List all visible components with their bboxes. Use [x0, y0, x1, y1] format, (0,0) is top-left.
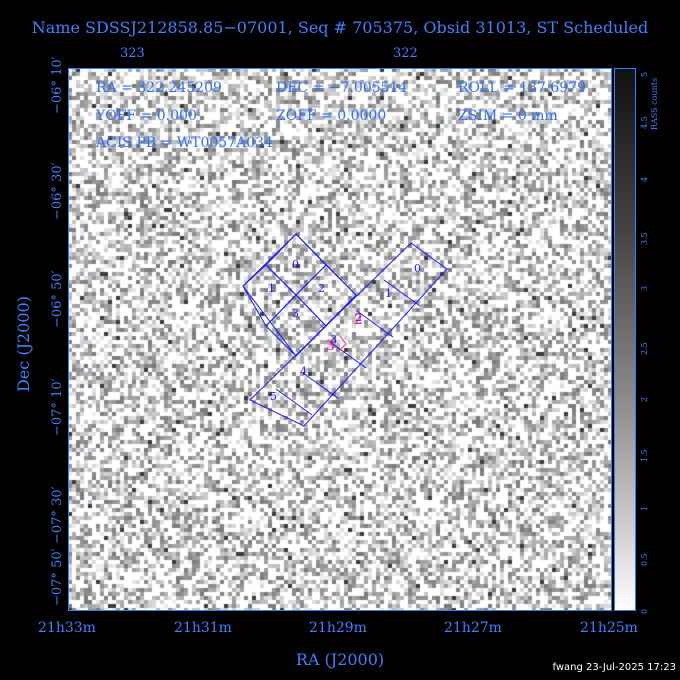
colorbar	[614, 68, 636, 611]
cbar-tick-4.5: 4.5	[640, 116, 649, 129]
acis-s-divider-4	[302, 372, 340, 400]
sky-image-panel[interactable]: 0 1 2 3 0 1 2 3 4 5 2 3	[68, 68, 612, 611]
cbar-tick-1.5: 1.5	[640, 449, 649, 462]
plot-frame	[68, 68, 612, 611]
acis-i-label-0: 0	[292, 258, 299, 271]
top-tick-322: 322	[393, 46, 418, 61]
acis-s-divider-2	[356, 310, 394, 338]
acis-s-label-1: 1	[385, 287, 392, 300]
y-tick-0630: −06° 30′	[50, 162, 65, 220]
acis-s-label-2: 2	[355, 311, 362, 324]
acis-i-label-2: 2	[318, 282, 325, 295]
acis-i-chip-3	[265, 294, 327, 357]
cbar-tick-1: 1	[640, 505, 649, 511]
y-axis-title: Dec (J2000)	[14, 296, 33, 392]
x-tick-21h27m: 21h27m	[444, 620, 502, 636]
info-zsim: ZSIM = 0 mm	[458, 108, 558, 124]
acis-i-label-3: 3	[292, 307, 299, 320]
x-tick-21h29m: 21h29m	[309, 620, 367, 636]
info-acis-pb: ACIS PB = WT0057A034	[96, 135, 273, 151]
acis-i-label-1: 1	[268, 282, 275, 295]
acis-s-divider-5	[275, 388, 313, 416]
top-tick-323: 323	[120, 46, 145, 61]
cbar-tick-4: 4	[640, 176, 649, 182]
cbar-tick-5: 5	[640, 71, 649, 77]
aimpoint-label-2: 2	[354, 312, 363, 328]
acis-i-chip-1	[242, 264, 297, 327]
acis-s-divider-1	[383, 279, 421, 307]
acis-s-outline	[249, 242, 448, 427]
info-ra: RA = 322.245209	[96, 80, 222, 96]
acis-field-overlay: 0 1 2 3 0 1 2 3 4 5 2 3	[68, 68, 612, 611]
cbar-tick-3: 3	[640, 285, 649, 291]
cbar-tick-2: 2	[640, 396, 649, 402]
acis-s-label-3: 3	[330, 333, 337, 346]
x-tick-21h31m: 21h31m	[174, 620, 232, 636]
acis-s-array	[249, 242, 448, 427]
x-tick-21h33m: 21h33m	[38, 620, 96, 636]
cbar-tick-0: 0	[640, 608, 649, 614]
acis-s-divider-3	[329, 341, 367, 369]
rass-background-image	[68, 68, 612, 611]
aimpoint-marker: 2 3	[326, 312, 363, 354]
cbar-tick-3.5: 3.5	[640, 232, 649, 245]
cbar-tick-2.5: 2.5	[640, 342, 649, 355]
y-tick-0610: −06° 10′	[50, 56, 65, 114]
aimpoint-label-3: 3	[326, 338, 335, 354]
plot-title: Name SDSSJ212858.85−07001, Seq # 705375,…	[31, 18, 649, 37]
acis-s-label-5: 5	[270, 390, 277, 403]
acis-s-label-0: 0	[414, 262, 421, 275]
y-tick-0730: −07° 30′	[50, 486, 65, 544]
y-tick-0750: −07° 50′	[50, 548, 65, 606]
x-tick-21h25m: 21h25m	[580, 620, 638, 636]
cbar-tick-0.5: 0.5	[640, 553, 649, 566]
acis-i-array	[242, 233, 357, 357]
info-roll: ROLL = 137.6979	[458, 80, 587, 96]
y-tick-0650: −06° 50′	[50, 270, 65, 328]
acis-i-chip-2	[295, 264, 357, 327]
x-axis-title: RA (J2000)	[295, 650, 385, 669]
info-dec: DEC = −7.005514	[276, 80, 408, 96]
y-tick-0710: −07° 10′	[50, 378, 65, 436]
footer-stamp: fwang 23-Jul-2025 17:23	[552, 662, 676, 673]
acis-s-label-4: 4	[300, 365, 307, 378]
colorbar-title: RASS counts	[650, 77, 659, 130]
info-zoff: ZOFF = 0.0000′	[276, 108, 390, 124]
info-yoff: YOFF = 0.000′	[96, 108, 201, 124]
